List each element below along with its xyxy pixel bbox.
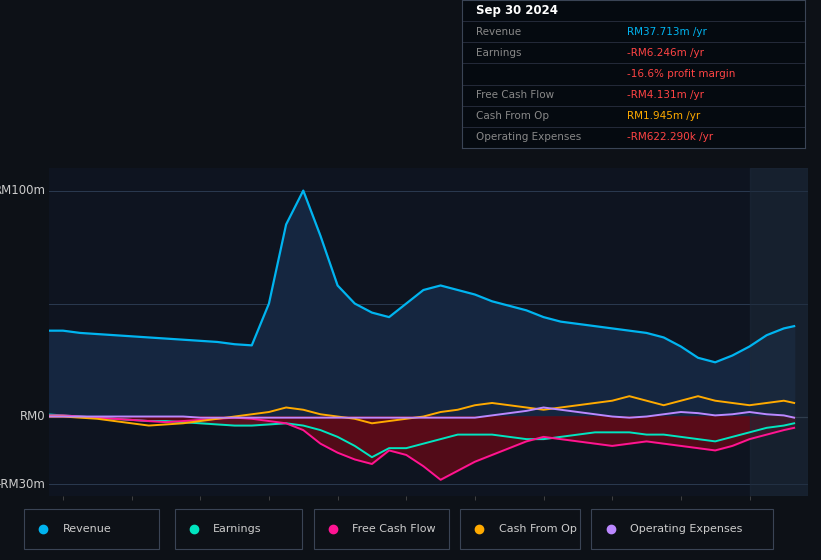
Text: Free Cash Flow: Free Cash Flow xyxy=(352,524,436,534)
Text: -RM30m: -RM30m xyxy=(0,478,45,491)
Text: RM100m: RM100m xyxy=(0,184,45,197)
Text: Revenue: Revenue xyxy=(62,524,112,534)
Bar xyxy=(750,168,808,496)
Text: Sep 30 2024: Sep 30 2024 xyxy=(476,4,558,17)
Text: Operating Expenses: Operating Expenses xyxy=(630,524,742,534)
Text: RM0: RM0 xyxy=(20,410,45,423)
Text: Revenue: Revenue xyxy=(476,27,521,37)
Text: RM37.713m /yr: RM37.713m /yr xyxy=(627,27,707,37)
Text: Earnings: Earnings xyxy=(213,524,262,534)
Text: Cash From Op: Cash From Op xyxy=(499,524,576,534)
Text: RM1.945m /yr: RM1.945m /yr xyxy=(627,111,700,122)
Text: -RM4.131m /yr: -RM4.131m /yr xyxy=(627,90,704,100)
Text: Operating Expenses: Operating Expenses xyxy=(476,132,581,142)
Text: -RM622.290k /yr: -RM622.290k /yr xyxy=(627,132,713,142)
Text: Cash From Op: Cash From Op xyxy=(476,111,549,122)
Text: -RM6.246m /yr: -RM6.246m /yr xyxy=(627,48,704,58)
Text: Free Cash Flow: Free Cash Flow xyxy=(476,90,554,100)
Text: Earnings: Earnings xyxy=(476,48,521,58)
Text: -16.6% profit margin: -16.6% profit margin xyxy=(627,69,736,79)
